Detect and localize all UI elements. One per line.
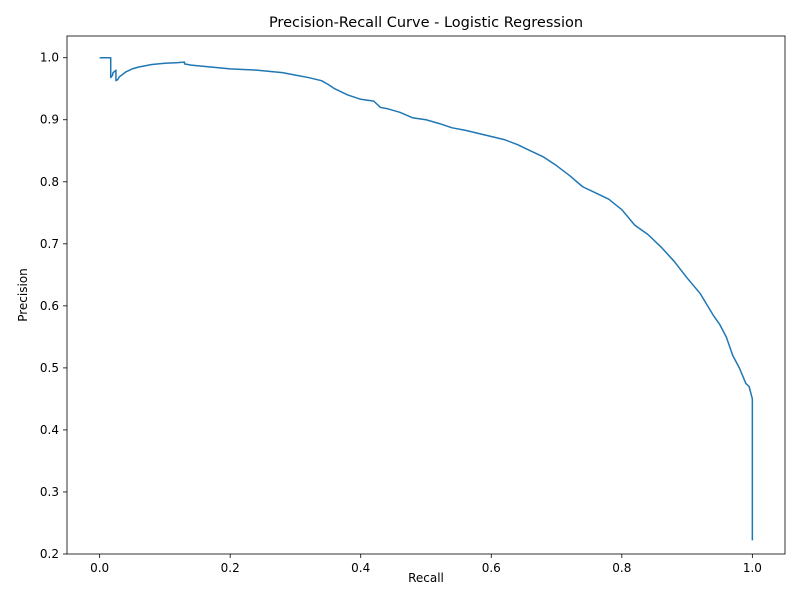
- chart-title: Precision-Recall Curve - Logistic Regres…: [269, 15, 583, 31]
- y-tick-label: 0.7: [40, 237, 59, 251]
- x-axis-label: Recall: [408, 571, 444, 585]
- y-axis-label: Precision: [16, 268, 30, 322]
- x-tick-label: 0.4: [351, 561, 370, 575]
- x-tick-label: 0.8: [612, 561, 631, 575]
- y-tick-label: 0.4: [40, 423, 59, 437]
- x-tick-label: 0.2: [221, 561, 240, 575]
- y-tick-label: 0.9: [40, 113, 59, 127]
- y-tick-label: 0.8: [40, 175, 59, 189]
- y-tick-label: 0.6: [40, 299, 59, 313]
- x-tick-label: 0.0: [90, 561, 109, 575]
- x-axis: 0.0 0.2 0.4 0.6 0.8 1.0: [90, 554, 762, 575]
- y-tick-label: 0.5: [40, 361, 59, 375]
- x-tick-label: 1.0: [743, 561, 762, 575]
- y-tick-label: 0.3: [40, 485, 59, 499]
- y-axis: 0.2 0.3 0.4 0.5 0.6 0.7 0.8 0.9 1.0: [40, 51, 67, 561]
- y-tick-label: 0.2: [40, 547, 59, 561]
- x-tick-label: 0.6: [482, 561, 501, 575]
- plot-frame: [66, 35, 786, 555]
- plot-area: [67, 36, 785, 554]
- y-tick-label: 1.0: [40, 51, 59, 65]
- series-line-precision-recall: [99, 56, 754, 541]
